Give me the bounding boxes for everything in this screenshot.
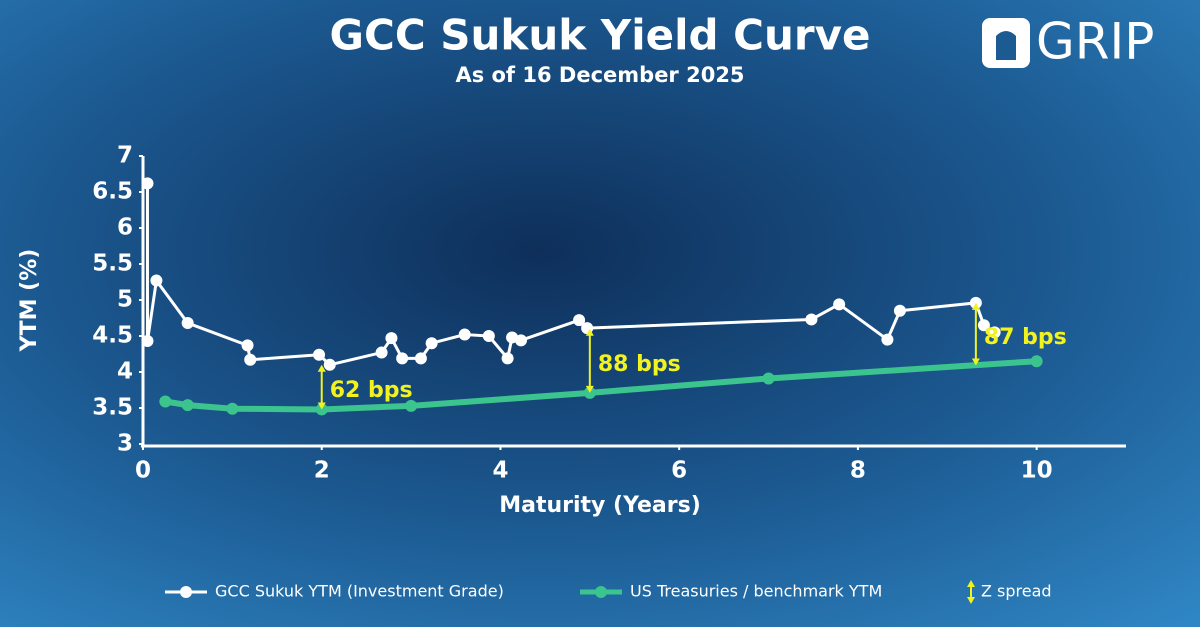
y-tick-label: 3 xyxy=(117,431,133,457)
x-tick-label: 2 xyxy=(314,458,330,484)
y-axis-label: YTM (%) xyxy=(17,249,42,353)
series-line xyxy=(164,358,1037,413)
data-point xyxy=(515,334,528,347)
spread-arrow-part xyxy=(585,328,594,336)
data-point xyxy=(425,337,438,350)
x-tick-label: 6 xyxy=(671,458,687,484)
legend-label: US Treasuries / benchmark YTM xyxy=(630,582,882,601)
legend-swatch-dot xyxy=(180,586,192,598)
logo: GRIP xyxy=(1036,13,1154,71)
spread-label: 88 bps xyxy=(598,352,681,377)
data-point xyxy=(141,335,154,348)
chart-subtitle: As of 16 December 2025 xyxy=(455,63,744,87)
data-point xyxy=(762,372,775,385)
spread-label: 87 bps xyxy=(984,325,1067,350)
spread-label: 62 bps xyxy=(330,378,413,403)
data-point xyxy=(375,346,388,359)
data-point xyxy=(141,177,154,190)
data-point xyxy=(458,328,471,341)
y-tick-label: 6 xyxy=(117,215,133,241)
x-tick-label: 10 xyxy=(1021,458,1053,484)
data-point xyxy=(226,402,239,415)
spread-arrow xyxy=(317,364,326,410)
data-point xyxy=(181,399,194,412)
y-tick-label: 4.5 xyxy=(92,323,133,349)
y-tick-label: 5 xyxy=(117,287,133,313)
legend-label: Z spread xyxy=(981,582,1052,601)
data-point xyxy=(988,326,1001,339)
data-point xyxy=(414,352,427,365)
data-point xyxy=(181,317,194,330)
legend-swatch-part xyxy=(967,597,975,604)
legend-swatch-part xyxy=(967,580,975,587)
x-tick-label: 0 xyxy=(135,458,151,484)
legend-swatch-dot xyxy=(595,586,607,598)
y-tick-label: 7 xyxy=(117,143,133,169)
data-point xyxy=(150,274,163,287)
y-tick-label: 4 xyxy=(117,359,133,385)
x-axis-label: Maturity (Years) xyxy=(499,493,701,518)
data-point xyxy=(482,330,495,342)
data-point xyxy=(977,319,990,332)
data-point xyxy=(159,395,172,408)
data-point xyxy=(396,352,409,365)
legend-label: GCC Sukuk YTM (Investment Grade) xyxy=(215,582,504,601)
logo-icon-mark xyxy=(996,31,1016,60)
data-point xyxy=(241,339,254,352)
x-tick-label: 4 xyxy=(492,458,508,484)
y-tick-label: 6.5 xyxy=(92,179,133,205)
data-point xyxy=(323,358,336,371)
y-tick-label: 5.5 xyxy=(92,251,133,277)
data-point xyxy=(501,352,514,365)
data-point xyxy=(244,353,257,366)
data-point xyxy=(405,399,418,412)
data-point xyxy=(893,304,906,317)
data-point xyxy=(805,313,818,326)
spread-arrow-part xyxy=(585,385,594,393)
spread-arrow-part xyxy=(317,364,326,372)
spread-arrow-part xyxy=(317,402,326,410)
chart-title: GCC Sukuk Yield Curve xyxy=(330,11,871,60)
spread-arrow xyxy=(971,302,980,366)
spread-arrow-part xyxy=(971,358,980,366)
data-point xyxy=(881,333,894,346)
spread-arrow xyxy=(585,328,594,393)
data-point xyxy=(833,298,846,311)
legend-swatch xyxy=(967,580,975,604)
y-tick-label: 3.5 xyxy=(92,395,133,421)
data-point xyxy=(1030,355,1043,368)
data-point xyxy=(385,332,398,345)
spread-arrow-part xyxy=(971,302,980,310)
data-point xyxy=(573,314,586,327)
x-tick-label: 8 xyxy=(850,458,866,484)
data-point xyxy=(313,348,326,361)
